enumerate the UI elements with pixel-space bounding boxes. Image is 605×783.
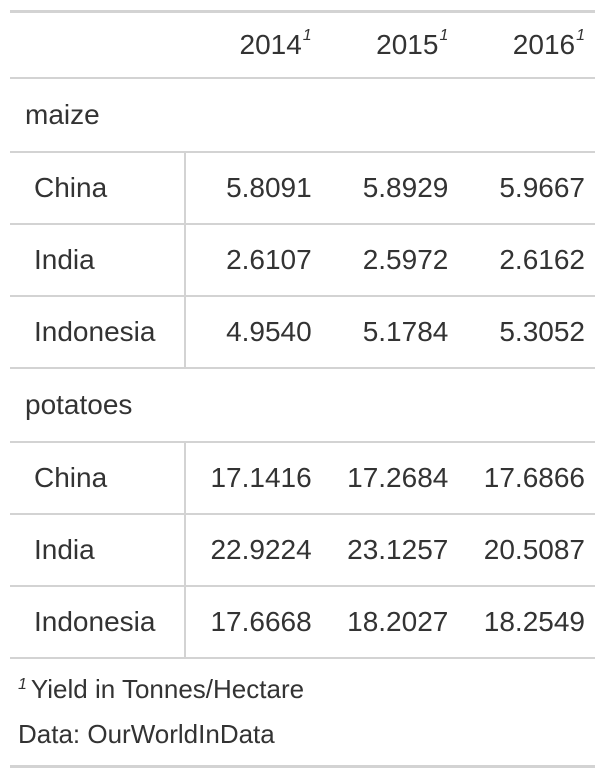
table-row: Indonesia 4.9540 5.1784 5.3052 [10, 296, 595, 369]
table-cell: 5.8091 [185, 152, 322, 225]
column-header: 20151 [321, 11, 459, 79]
table-cell: 5.3052 [458, 296, 595, 369]
footnote-text: Yield in Tonnes/Hectare [30, 673, 305, 704]
table-cell: 4.9540 [185, 296, 322, 369]
group-label: maize [10, 78, 595, 153]
table-row: China 5.8091 5.8929 5.9667 [10, 152, 595, 225]
footnote-mark: 1 [18, 675, 27, 693]
row-label: India [10, 224, 187, 297]
table-row: China 17.1416 17.2684 17.6866 [10, 442, 595, 515]
table-row: India 2.6107 2.5972 2.6162 [10, 224, 595, 297]
table-cell: 2.6107 [185, 224, 322, 297]
row-label: China [10, 152, 187, 225]
column-header-row: 20141 20151 20161 [10, 11, 595, 79]
footnote-row: 1 Yield in Tonnes/Hectare [10, 657, 595, 719]
stub-header [10, 11, 186, 79]
table-cell: 5.1784 [321, 296, 459, 369]
yield-table: 20141 20151 20161 maize China 5.8091 5.8… [10, 10, 595, 768]
table-cell: 17.6866 [458, 442, 595, 515]
table-row: Indonesia 17.6668 18.2027 18.2549 [10, 586, 595, 659]
source-note: Data: OurWorldInData [18, 719, 275, 749]
table-cell: 18.2549 [458, 586, 595, 659]
table-cell: 23.1257 [321, 514, 459, 587]
table-cell: 18.2027 [321, 586, 459, 659]
table-cell: 5.8929 [321, 152, 459, 225]
row-label: India [10, 514, 187, 587]
table-cell: 2.6162 [458, 224, 595, 297]
footnote-mark: 1 [439, 27, 449, 44]
table-cell: 2.5972 [321, 224, 459, 297]
group-row-potatoes: potatoes [10, 368, 595, 443]
footnote-mark: 1 [302, 27, 312, 44]
footnote: 1 Yield in Tonnes/Hectare [10, 657, 595, 719]
table-cell: 5.9667 [458, 152, 595, 225]
row-label: Indonesia [10, 296, 187, 369]
table-cell: 17.2684 [321, 442, 459, 515]
table-cell: 22.9224 [185, 514, 322, 587]
group-row-maize: maize [10, 78, 595, 153]
footnote-mark: 1 [576, 27, 585, 44]
column-header: 20141 [185, 11, 322, 79]
row-label: China [10, 442, 187, 515]
column-header: 20161 [458, 11, 595, 79]
table-cell: 17.1416 [185, 442, 322, 515]
table-row: India 22.9224 23.1257 20.5087 [10, 514, 595, 587]
row-label: Indonesia [10, 586, 187, 659]
table-cell: 17.6668 [185, 586, 322, 659]
yield-table-container: 20141 20151 20161 maize China 5.8091 5.8… [10, 10, 595, 768]
table-cell: 20.5087 [458, 514, 595, 587]
group-label: potatoes [10, 368, 595, 443]
source-note-row: Data: OurWorldInData [10, 719, 595, 767]
